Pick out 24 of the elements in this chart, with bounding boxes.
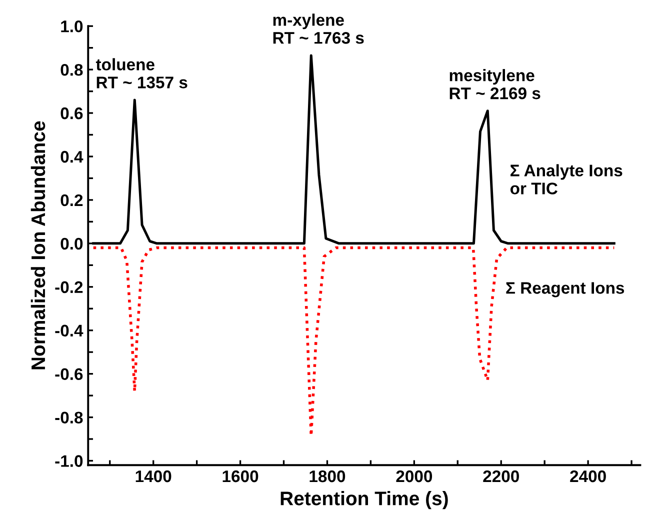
x-tick-label: 2400 <box>570 470 606 482</box>
series-label: Σ Reagent Ions <box>506 282 624 298</box>
y-tick-label: 0.6 <box>60 107 83 120</box>
x-tick-label: 1400 <box>136 470 172 482</box>
y-tick-label: -0.8 <box>55 412 83 424</box>
y-tick-label: 0.2 <box>60 194 83 206</box>
annotation: mesitylene RT ~ 2169 s <box>450 69 540 100</box>
series-label: Σ Analyte Ions or TIC <box>510 164 622 194</box>
x-tick-label: 1800 <box>310 470 346 482</box>
y-axis-title: Normalized Ion Abundance <box>30 121 46 370</box>
y-tick-label: -1.0 <box>55 455 83 467</box>
x-tick-label: 1600 <box>222 470 258 482</box>
y-tick-label: 1.0 <box>61 20 83 32</box>
y-tick-label: 0.0 <box>60 238 83 250</box>
annotation: m-xylene RT ~ 1763 s <box>273 14 364 44</box>
y-tick-label: -0.2 <box>55 281 83 294</box>
annotation: toluene RT ~ 1357 s <box>96 58 188 88</box>
x-tick-label: 2200 <box>483 470 519 482</box>
y-tick-label: -0.4 <box>55 324 84 337</box>
y-tick-label: 0.8 <box>60 64 83 76</box>
x-tick-label: 2000 <box>396 470 432 482</box>
x-axis-title: Retention Time (s) <box>280 491 448 510</box>
y-tick-label: -0.6 <box>55 368 83 380</box>
y-tick-label: 0.4 <box>60 150 84 163</box>
